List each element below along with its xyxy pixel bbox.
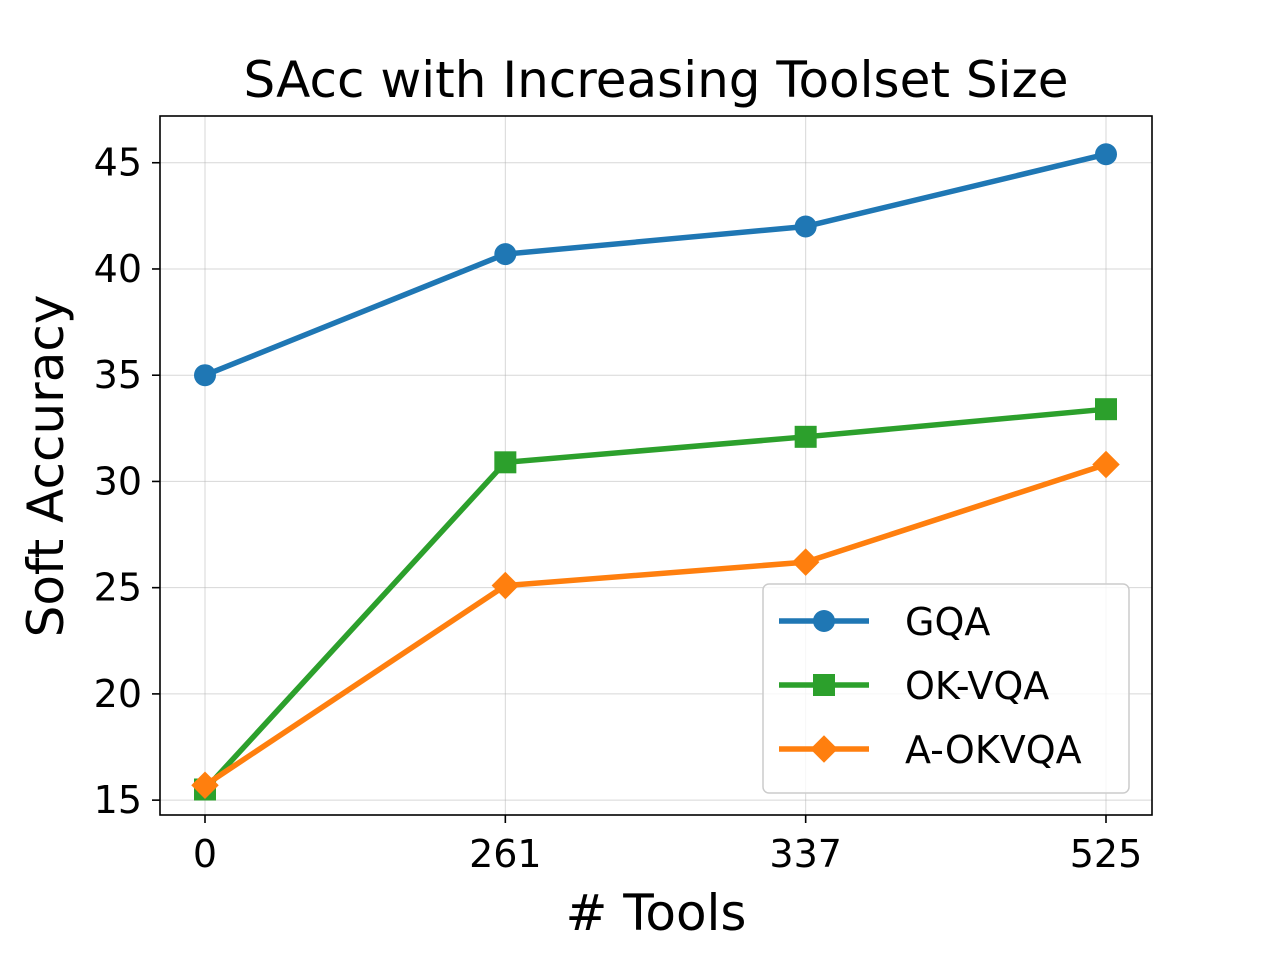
legend-label-a-okvqa: A-OKVQA bbox=[905, 728, 1082, 772]
axis-ticks: 0 261 337 525 15 20 25 30 35 40 45 bbox=[94, 141, 1143, 876]
y-tick-label: 40 bbox=[94, 247, 142, 291]
legend: GQA OK-VQA A-OKVQA bbox=[762, 583, 1130, 794]
chart-title: SAcc with Increasing Toolset Size bbox=[244, 51, 1069, 109]
data-point-ok-vqa bbox=[494, 451, 517, 474]
legend-entry-gqa: GQA bbox=[779, 600, 990, 644]
legend-marker-a-okvqa bbox=[810, 735, 838, 763]
legend-label-gqa: GQA bbox=[905, 600, 990, 644]
data-point-ok-vqa bbox=[1095, 398, 1117, 421]
series-line-a-okvqa bbox=[201, 460, 1110, 790]
y-tick-label: 45 bbox=[94, 141, 142, 185]
series-line-gqa bbox=[201, 150, 1110, 379]
y-tick-label: 25 bbox=[94, 566, 142, 610]
y-tick-label: 20 bbox=[94, 672, 142, 716]
data-point-gqa bbox=[494, 243, 517, 266]
y-tick-label: 15 bbox=[94, 778, 142, 822]
data-point-gqa bbox=[1095, 143, 1117, 166]
data-point-a-okvqa bbox=[791, 548, 820, 576]
x-tick-label: 525 bbox=[1070, 832, 1143, 876]
data-point-a-okvqa bbox=[491, 571, 520, 600]
data-series bbox=[191, 143, 1120, 801]
series-gqa bbox=[194, 143, 1117, 387]
y-axis-label: Soft Accuracy bbox=[17, 295, 75, 638]
y-tick-label: 30 bbox=[94, 459, 142, 503]
data-point-gqa bbox=[194, 364, 216, 387]
legend-label-ok-vqa: OK-VQA bbox=[905, 664, 1049, 708]
x-tick-label: 337 bbox=[769, 832, 842, 876]
legend-marker-ok-vqa bbox=[813, 674, 835, 696]
legend-entry-ok-vqa: OK-VQA bbox=[779, 664, 1049, 708]
data-point-gqa bbox=[794, 215, 817, 238]
data-point-a-okvqa bbox=[191, 771, 219, 800]
x-tick-label: 0 bbox=[193, 832, 217, 876]
plot-frame bbox=[159, 115, 1153, 816]
data-point-a-okvqa bbox=[1092, 450, 1120, 479]
series-a-okvqa bbox=[191, 450, 1120, 800]
legend-marker-gqa bbox=[813, 610, 835, 632]
y-tick-label: 35 bbox=[94, 353, 142, 397]
data-point-ok-vqa bbox=[794, 425, 817, 448]
legend-entry-a-okvqa: A-OKVQA bbox=[779, 728, 1082, 772]
x-tick-label: 261 bbox=[469, 832, 542, 876]
legend-box bbox=[762, 583, 1130, 794]
series-line-ok-vqa bbox=[201, 406, 1109, 794]
x-axis-label: # Tools bbox=[566, 884, 747, 942]
